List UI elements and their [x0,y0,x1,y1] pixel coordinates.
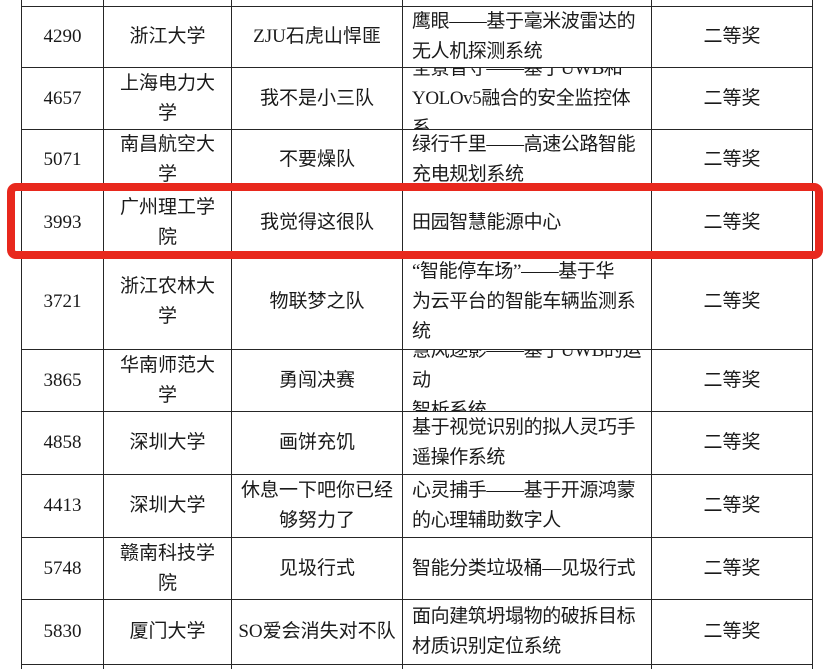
cell-entry-id: 4657 [22,68,104,130]
cell-entry-id: 3865 [22,350,104,412]
cell-project: 全景智守——基于UWB和 YOLOv5融合的安全监控体系 [403,68,652,130]
cell-award: 二等奖 [652,7,813,68]
cell-entry-id: 3993 [22,191,104,255]
cell-award: 二等奖 [652,130,813,191]
cell-partial [104,0,232,7]
cell-partial [104,665,232,669]
cell-award: 二等奖 [652,600,813,665]
table-row: 5071 南昌航空大 学 不要燥队 绿行千里——高速公路智能 充电规划系统 二等… [22,130,813,191]
cell-award: 二等奖 [652,475,813,538]
table-row: 4290 浙江大学 ZJU石虎山悍匪 鹰眼——基于毫米波雷达的 无人机探测系统 … [22,7,813,68]
cell-school: 浙江农林大 学 [104,255,232,350]
cell-team: 休息一下吧你已经 够努力了 [232,475,403,538]
table-row: 4413 深圳大学 休息一下吧你已经 够努力了 心灵捕手——基于开源鸿蒙 的心理… [22,475,813,538]
cell-project: “智能停车场”——基于华 为云平台的智能车辆监测系 统 [403,255,652,350]
cell-entry-id: 4413 [22,475,104,538]
cell-school: 浙江大学 [104,7,232,68]
cell-partial [22,665,104,669]
table-row: 5830 厦门大学 SO爱会消失对不队 面向建筑坍塌物的破拆目标 材质识别定位系… [22,600,813,665]
cell-school: 厦门大学 [104,600,232,665]
cell-entry-id: 4858 [22,412,104,475]
cell-team: 勇闯决赛 [232,350,403,412]
cell-school: 华南师范大 学 [104,350,232,412]
cell-partial [403,0,652,7]
cell-team: ZJU石虎山悍匪 [232,7,403,68]
cell-partial [403,665,652,669]
cell-entry-id: 3721 [22,255,104,350]
table-row-partial-bottom [22,665,813,669]
cell-school: 上海电力大 学 [104,68,232,130]
cell-award: 二等奖 [652,68,813,130]
table-row-highlighted: 3993 广州理工学 院 我觉得这很队 田园智慧能源中心 二等奖 [22,191,813,255]
cell-entry-id: 5071 [22,130,104,191]
cell-project: 慧风逐影——基于UWB的运动 智析系统 [403,350,652,412]
cell-team: 见圾行式 [232,538,403,600]
table-row: 3721 浙江农林大 学 物联梦之队 “智能停车场”——基于华 为云平台的智能车… [22,255,813,350]
cell-team: 我不是小三队 [232,68,403,130]
cell-partial [232,0,403,7]
cell-team: 画饼充饥 [232,412,403,475]
cell-school: 南昌航空大 学 [104,130,232,191]
cell-partial [232,665,403,669]
cell-school: 广州理工学 院 [104,191,232,255]
cell-project: 智能分类垃圾桶—见圾行式 [403,538,652,600]
cell-award: 二等奖 [652,255,813,350]
cell-project: 鹰眼——基于毫米波雷达的 无人机探测系统 [403,7,652,68]
cell-project: 基于视觉识别的拟人灵巧手 遥操作系统 [403,412,652,475]
cell-team: 不要燥队 [232,130,403,191]
cell-award: 二等奖 [652,412,813,475]
table-row: 3865 华南师范大 学 勇闯决赛 慧风逐影——基于UWB的运动 智析系统 二等… [22,350,813,412]
cell-project: 面向建筑坍塌物的破拆目标 材质识别定位系统 [403,600,652,665]
table-row: 4657 上海电力大 学 我不是小三队 全景智守——基于UWB和 YOLOv5融… [22,68,813,130]
table-row-partial-top [22,0,813,7]
cell-team: 我觉得这很队 [232,191,403,255]
cell-school: 赣南科技学 院 [104,538,232,600]
table-row: 4858 深圳大学 画饼充饥 基于视觉识别的拟人灵巧手 遥操作系统 二等奖 [22,412,813,475]
cell-team: 物联梦之队 [232,255,403,350]
cell-project: 田园智慧能源中心 [403,191,652,255]
cell-partial [652,0,813,7]
table-row: 5748 赣南科技学 院 见圾行式 智能分类垃圾桶—见圾行式 二等奖 [22,538,813,600]
cell-award: 二等奖 [652,191,813,255]
award-results-table: 4290 浙江大学 ZJU石虎山悍匪 鹰眼——基于毫米波雷达的 无人机探测系统 … [21,0,813,669]
cell-school: 深圳大学 [104,475,232,538]
cell-team: SO爱会消失对不队 [232,600,403,665]
cell-partial [652,665,813,669]
cell-entry-id: 4290 [22,7,104,68]
cell-award: 二等奖 [652,350,813,412]
cell-project: 心灵捕手——基于开源鸿蒙 的心理辅助数字人 [403,475,652,538]
cell-entry-id: 5748 [22,538,104,600]
cell-award: 二等奖 [652,538,813,600]
cell-school: 深圳大学 [104,412,232,475]
cell-project: 绿行千里——高速公路智能 充电规划系统 [403,130,652,191]
cell-entry-id: 5830 [22,600,104,665]
cell-partial [22,0,104,7]
